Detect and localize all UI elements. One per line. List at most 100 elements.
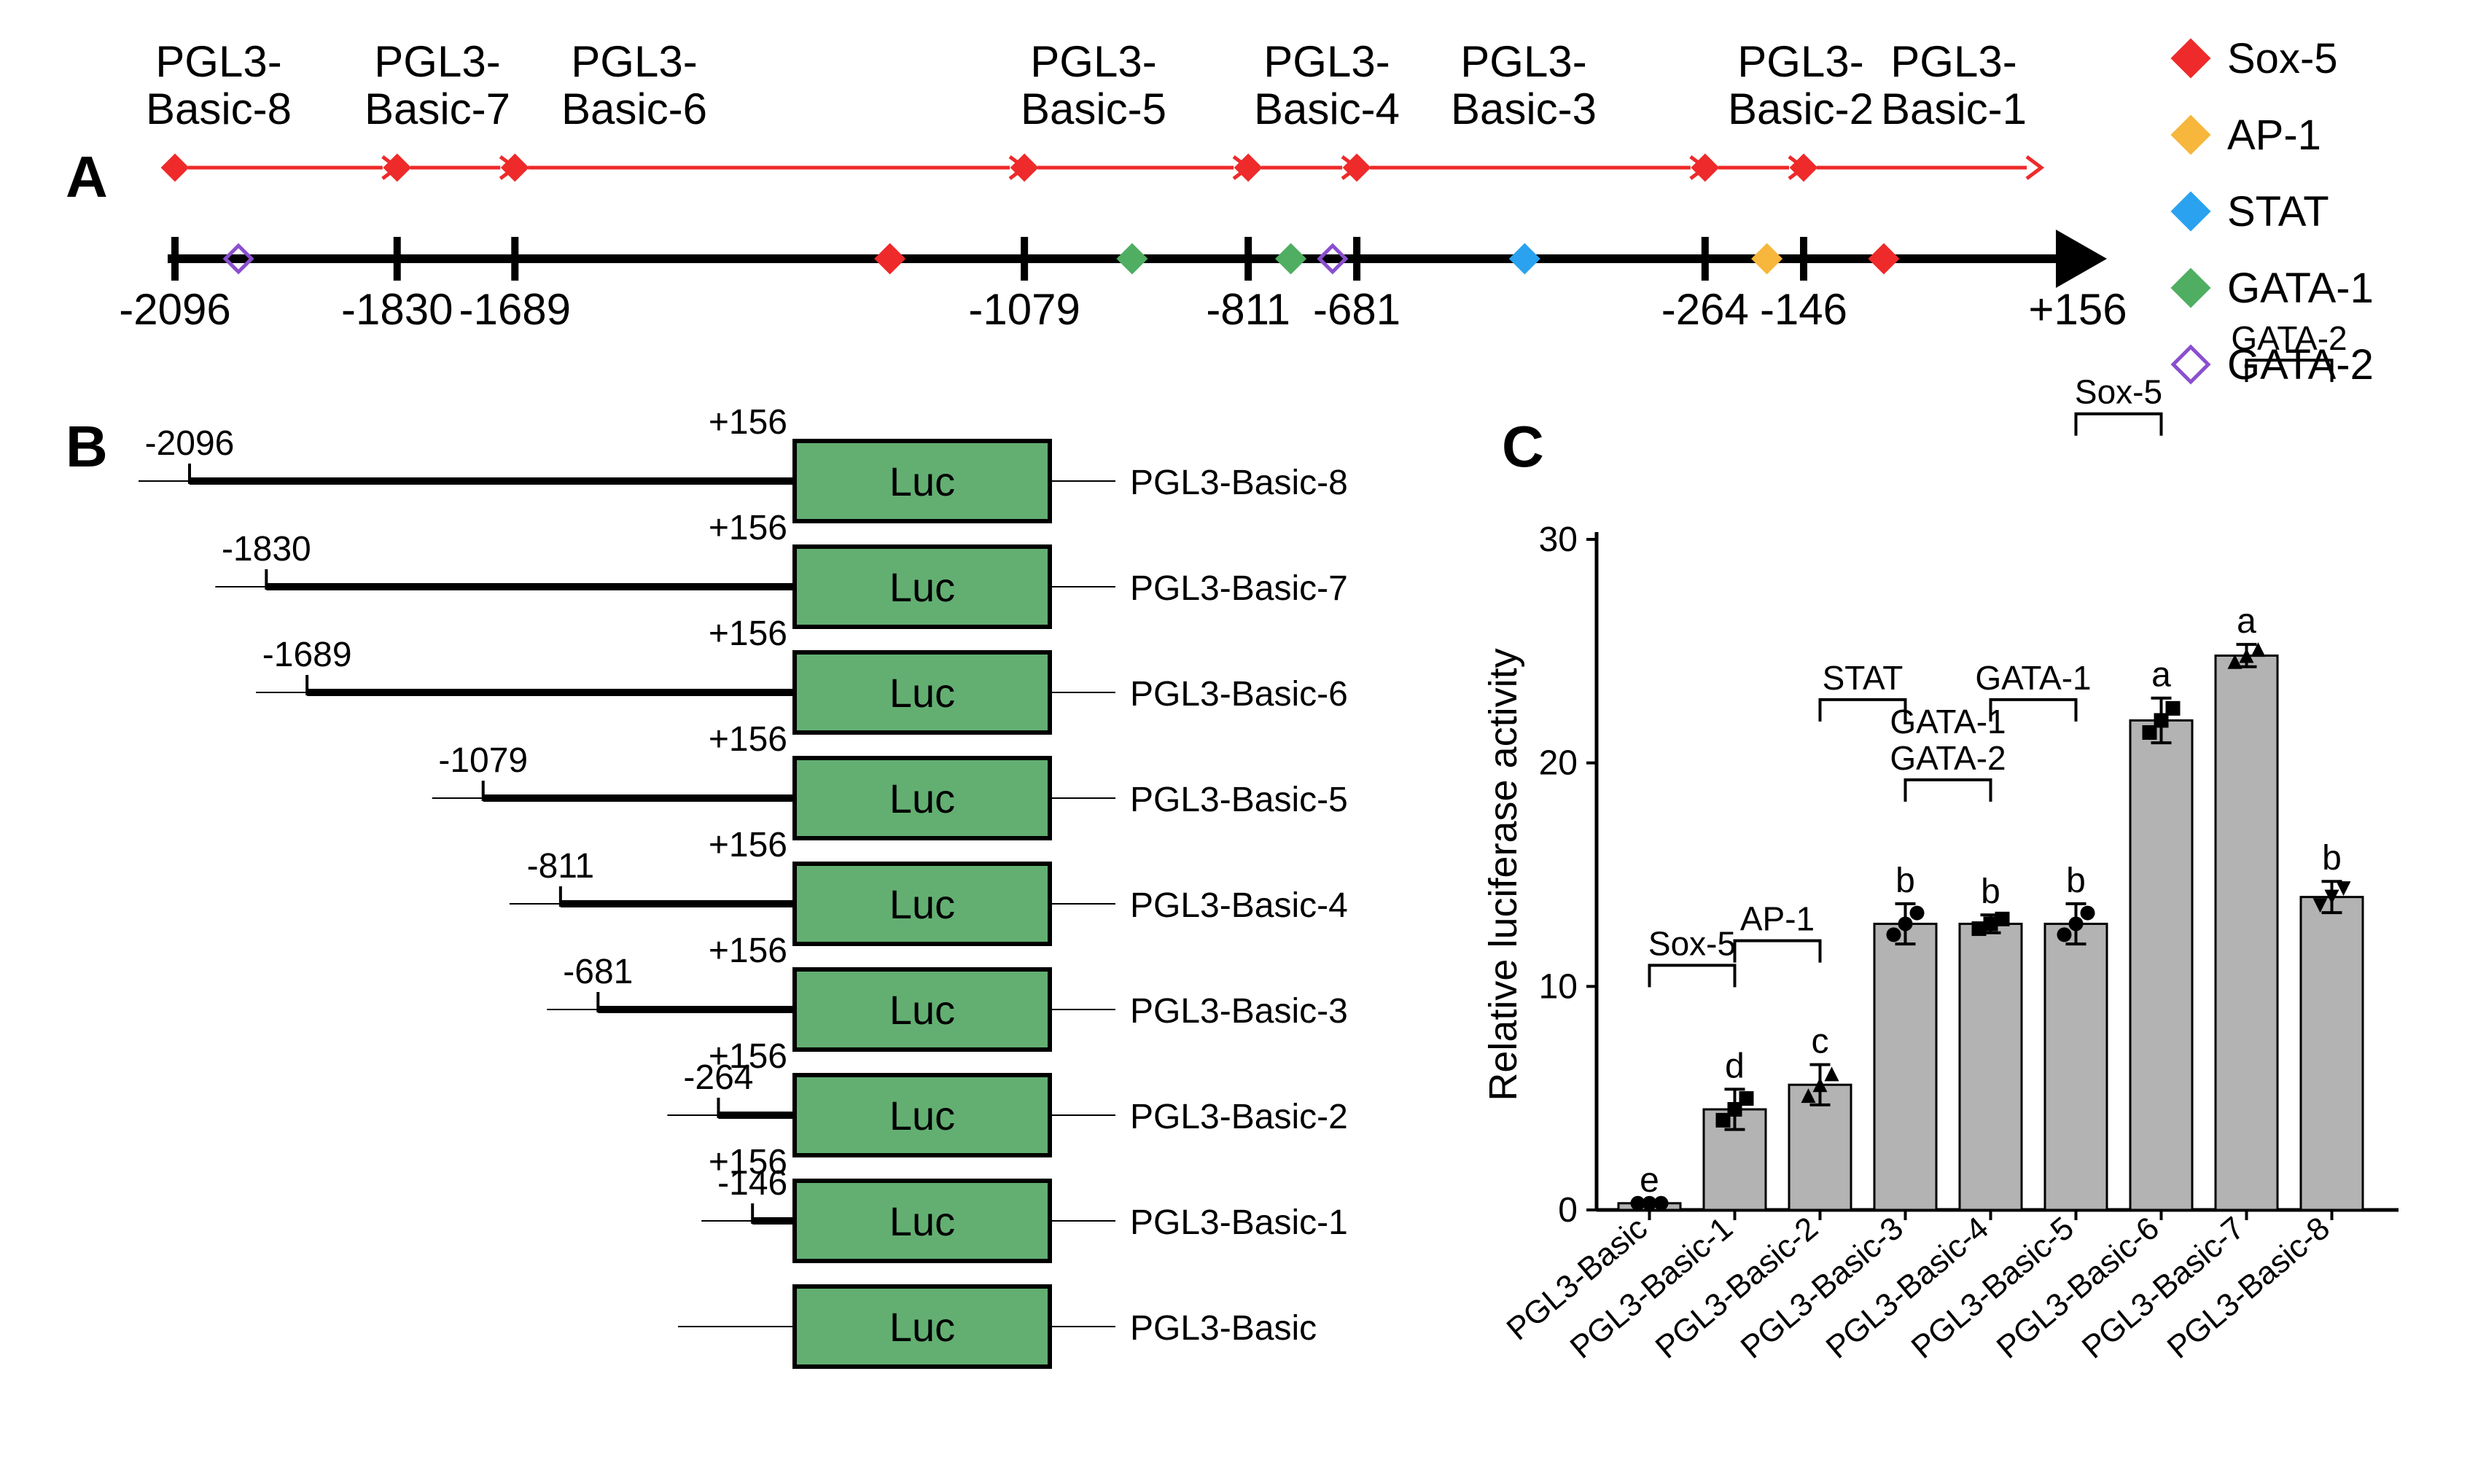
axis-tick-label: -1830	[341, 285, 453, 334]
significance-letter: a	[2151, 656, 2171, 695]
axis-tick-label: -811	[1206, 285, 1290, 334]
significance-letter: e	[1640, 1161, 1659, 1200]
construct-start-label: -2096	[145, 424, 235, 463]
construct-end-label: +156	[709, 932, 787, 970]
construct-label: Basic-4	[1254, 85, 1400, 133]
bracket-label: AP-1	[1740, 900, 1815, 938]
significance-letter: b	[2322, 839, 2342, 878]
bracket-label: GATA-2	[1890, 739, 2006, 777]
luc-label: Luc	[889, 1093, 955, 1139]
construct-label: PGL3-	[1890, 37, 2017, 86]
significance-letter: b	[2066, 862, 2086, 900]
significance-letter: d	[1725, 1047, 1745, 1085]
construct-end-label: +156	[709, 403, 787, 442]
construct-name: PGL3-Basic-6	[1130, 675, 1348, 714]
construct-label: PGL3-	[1263, 37, 1390, 86]
construct-start-label: -1079	[438, 741, 528, 780]
bar	[1874, 923, 1936, 1210]
significance-letter: c	[1812, 1023, 1829, 1061]
luc-label: Luc	[889, 881, 955, 927]
construct-end-label: +156	[709, 1143, 787, 1182]
construct-label: PGL3-	[571, 37, 697, 86]
construct-name: PGL3-Basic	[1130, 1309, 1317, 1348]
significance-letter: b	[1895, 862, 1915, 900]
data-point-icon	[1739, 1091, 1754, 1106]
bracket-label: STAT	[1823, 659, 1904, 697]
construct-start-label: -811	[527, 847, 595, 886]
luc-label: Luc	[889, 564, 955, 610]
construct-name: PGL3-Basic-3	[1130, 992, 1348, 1031]
legend-label: AP-1	[2227, 112, 2321, 159]
y-tick-label: 10	[1539, 967, 1578, 1006]
construct-end-label: +156	[709, 1037, 787, 1076]
panel-letter-a: A	[66, 144, 108, 209]
data-point-icon	[2057, 927, 2072, 942]
data-point-icon	[1898, 916, 1913, 931]
construct-label: PGL3-	[1030, 37, 1156, 86]
y-tick-label: 20	[1539, 744, 1578, 783]
bar	[2130, 720, 2192, 1210]
data-point-icon	[1910, 906, 1925, 921]
construct-end-label: +156	[709, 720, 787, 759]
bracket-label: Sox-5	[2075, 373, 2162, 411]
luc-label: Luc	[889, 987, 955, 1033]
axis-tick-label: -2096	[119, 285, 230, 334]
bar	[2216, 655, 2277, 1210]
data-point-icon	[2081, 906, 2095, 921]
construct-end-label: +156	[709, 614, 787, 653]
construct-start-label: -1689	[262, 636, 352, 674]
luc-label: Luc	[889, 1304, 955, 1350]
axis-tick-label: -146	[1760, 285, 1847, 334]
construct-name: PGL3-Basic-8	[1130, 464, 1348, 502]
y-tick-label: 0	[1558, 1191, 1578, 1230]
axis-tick-label: -1079	[968, 285, 1080, 334]
luc-label: Luc	[889, 670, 955, 716]
construct-name: PGL3-Basic-2	[1130, 1098, 1348, 1136]
construct-name: PGL3-Basic-1	[1130, 1203, 1348, 1242]
figure-svg: A-2096PGL3-Basic-8-1830PGL3-Basic-7-1689…	[0, 0, 2486, 1484]
construct-label: PGL3-	[374, 37, 500, 86]
panel-letter-c: C	[1502, 414, 1544, 479]
bracket-label: GATA-2	[2231, 319, 2347, 357]
construct-end-label: +156	[709, 509, 787, 547]
construct-end-label: +156	[709, 826, 787, 864]
luc-label: Luc	[889, 458, 955, 504]
construct-label: Basic-6	[561, 85, 707, 133]
axis-tick-label: -1689	[459, 285, 571, 334]
data-point-icon	[1887, 927, 1901, 942]
axis-tick-label: -681	[1313, 285, 1400, 334]
bar	[2301, 897, 2363, 1210]
figure-root: A-2096PGL3-Basic-8-1830PGL3-Basic-7-1689…	[0, 0, 2486, 1484]
y-tick-label: 30	[1539, 520, 1578, 559]
legend-label: Sox-5	[2227, 35, 2338, 82]
significance-letter: b	[1981, 872, 2000, 911]
y-axis-label: Relative luciferase activity	[1481, 648, 1525, 1101]
construct-name: PGL3-Basic-7	[1130, 569, 1348, 608]
bar	[2045, 923, 2107, 1210]
legend-label: GATA-1	[2227, 265, 2374, 312]
bar	[1960, 923, 2022, 1210]
panel-letter-b: B	[66, 414, 108, 479]
construct-name: PGL3-Basic-5	[1130, 781, 1348, 819]
data-point-icon	[2166, 701, 2181, 716]
bracket-label: GATA-1	[1975, 659, 2091, 697]
construct-label: Basic-1	[1881, 85, 2027, 133]
legend-label: STAT	[2227, 188, 2329, 235]
construct-name: PGL3-Basic-4	[1130, 886, 1348, 925]
luc-label: Luc	[889, 776, 955, 821]
construct-start-label: -681	[563, 953, 633, 991]
construct-label: PGL3-	[1737, 37, 1863, 86]
data-point-icon	[1995, 912, 2010, 926]
construct-label: Basic-3	[1451, 85, 1597, 133]
luc-label: Luc	[889, 1198, 955, 1244]
construct-label: Basic-8	[146, 85, 292, 133]
construct-start-label: -1830	[222, 530, 311, 569]
axis-tick-label: -264	[1661, 285, 1749, 334]
construct-label: Basic-5	[1021, 85, 1166, 133]
axis-end-label: +156	[2028, 285, 2127, 334]
construct-label: PGL3-	[1460, 37, 1586, 86]
bracket-label: Sox-5	[1648, 924, 1736, 962]
construct-label: Basic-2	[1728, 85, 1874, 133]
construct-label: PGL3-	[155, 37, 281, 86]
data-point-icon	[2069, 916, 2084, 931]
